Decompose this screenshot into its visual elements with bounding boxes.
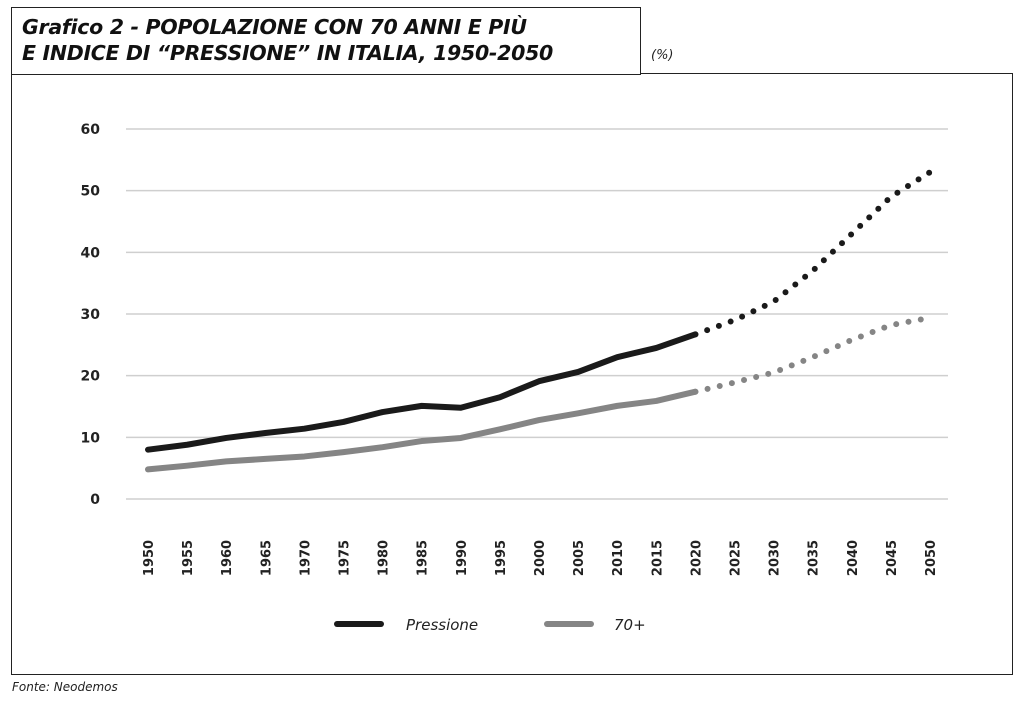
y-tick-label: 10: [81, 430, 101, 446]
series-projection-pressione: [692, 169, 933, 338]
x-tick-label: 2000: [533, 540, 548, 576]
x-tick-label: 2050: [924, 540, 939, 576]
series-line-pressione: [145, 331, 699, 453]
x-tick-label: 2015: [650, 540, 665, 576]
y-tick-label: 30: [81, 307, 101, 323]
source-note: Fonte: Neodemos: [12, 680, 118, 694]
title-line-2: E INDICE DI “PRESSIONE” IN ITALIA, 1950-…: [22, 41, 553, 65]
x-tick-label: 1995: [494, 540, 509, 576]
y-tick-label: 0: [90, 492, 100, 508]
x-tick-label: 2045: [885, 540, 900, 576]
chart-title: Grafico 2 - POPOLAZIONE CON 70 ANNI E PI…: [22, 14, 553, 66]
x-tick-label: 1970: [298, 540, 313, 576]
x-tick-label: 2025: [729, 540, 744, 576]
x-tick-label: 1960: [220, 540, 235, 576]
y-tick-label: 50: [81, 184, 101, 200]
title-line-1: Grafico 2 - POPOLAZIONE CON 70 ANNI E PI…: [22, 15, 527, 39]
x-tick-label: 1985: [416, 540, 431, 576]
x-tick-label: 2035: [807, 540, 822, 576]
title-box: Grafico 2 - POPOLAZIONE CON 70 ANNI E PI…: [11, 7, 641, 75]
x-tick-label: 1965: [259, 540, 274, 576]
x-tick-label: 1955: [181, 540, 196, 576]
unit-label: (%): [651, 48, 674, 63]
y-tick-label: 20: [81, 369, 101, 385]
x-tick-label: 2030: [768, 540, 783, 576]
x-tick-label: 1990: [455, 540, 470, 576]
x-tick-label: 1975: [338, 540, 353, 576]
series-projection-70plus: [692, 314, 933, 395]
x-tick-label: 2010: [611, 540, 626, 576]
x-tick-label: 2040: [846, 540, 861, 576]
x-tick-label: 2020: [689, 540, 704, 576]
legend-label: Pressione: [406, 616, 478, 634]
y-tick-label: 60: [81, 122, 101, 138]
x-tick-label: 1980: [377, 540, 392, 576]
x-tick-label: 1950: [142, 540, 157, 576]
x-tick-label: 2005: [572, 540, 587, 576]
legend-label: 70+: [614, 616, 646, 634]
y-tick-label: 40: [81, 245, 101, 261]
